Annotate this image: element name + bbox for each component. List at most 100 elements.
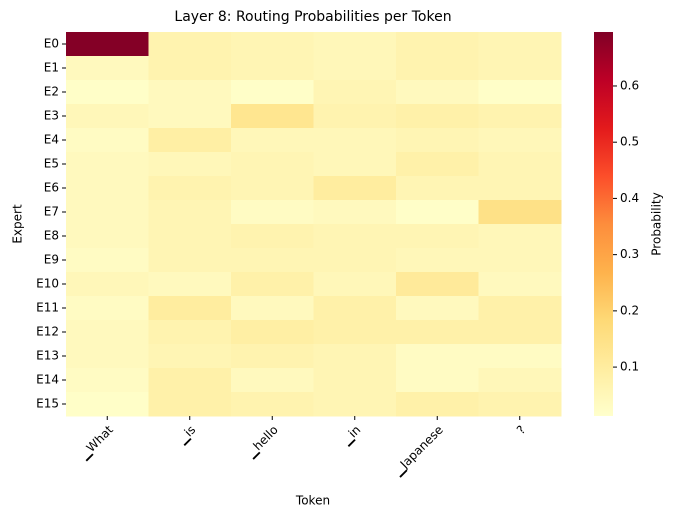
heatmap-cell xyxy=(396,104,479,129)
colorbar-tick-label: 0.4 xyxy=(620,191,639,205)
heatmap-cell xyxy=(148,176,232,201)
heatmap-cell xyxy=(478,320,562,345)
heatmap-cell xyxy=(478,128,562,153)
heatmap-cell xyxy=(313,80,397,105)
heatmap-cell xyxy=(148,80,232,105)
heatmap-cell xyxy=(66,56,149,81)
y-tick-label: E1 xyxy=(44,61,59,75)
heatmap-cell xyxy=(148,128,232,153)
y-tick-label: E13 xyxy=(36,349,59,363)
heatmap-cell xyxy=(396,32,479,57)
colorbar-tick-label: 0.5 xyxy=(620,135,639,149)
y-tick-label: E6 xyxy=(44,181,59,195)
y-tick-label: E14 xyxy=(36,373,59,387)
heatmap-cell xyxy=(66,224,149,249)
heatmap-cell xyxy=(313,368,397,393)
heatmap-cell xyxy=(66,176,149,201)
heatmap-cell xyxy=(478,344,562,369)
heatmap-cell xyxy=(231,320,314,345)
heatmap-cell xyxy=(231,56,314,81)
heatmap-cell xyxy=(396,200,479,225)
heatmap-cell xyxy=(66,32,149,57)
heatmap-cell xyxy=(231,224,314,249)
heatmap-cell xyxy=(148,200,232,225)
y-tick-label: E0 xyxy=(44,37,59,51)
y-tick-label: E15 xyxy=(36,397,59,411)
heatmap-cell xyxy=(396,296,479,321)
heatmap-cell xyxy=(148,152,232,177)
y-tick-label: E3 xyxy=(44,109,59,123)
x-tick-label: ▁Japanese xyxy=(390,423,446,479)
heatmap-cell xyxy=(231,176,314,201)
heatmap-cell xyxy=(478,368,562,393)
heatmap-cell xyxy=(148,56,232,81)
heatmap-cell xyxy=(66,248,149,273)
heatmap-cell xyxy=(148,104,232,129)
heatmap-cell xyxy=(313,200,397,225)
heatmap-cell xyxy=(313,32,397,57)
heatmap-cell xyxy=(66,104,149,129)
heatmap-cell xyxy=(148,320,232,345)
y-tick-label: E12 xyxy=(36,325,59,339)
heatmap-cell xyxy=(396,56,479,81)
heatmap-cell xyxy=(313,320,397,345)
heatmap-cell xyxy=(231,392,314,417)
y-tick-label: E2 xyxy=(44,85,59,99)
heatmap-cell xyxy=(231,152,314,177)
heatmap-cell xyxy=(148,248,232,273)
colorbar-tick-label: 0.1 xyxy=(620,360,639,374)
heatmap-cell xyxy=(396,224,479,249)
x-tick-label: ▁hello xyxy=(243,423,281,461)
heatmap-cell xyxy=(231,32,314,57)
heatmap-cell xyxy=(313,272,397,297)
heatmap-cell xyxy=(478,32,562,57)
y-tick-label: E4 xyxy=(44,133,59,147)
heatmap-cell xyxy=(66,344,149,369)
y-tick-label: E10 xyxy=(36,277,59,291)
heatmap-cell xyxy=(478,200,562,225)
heatmap-cell xyxy=(148,392,232,417)
heatmap-cell xyxy=(396,344,479,369)
heatmap-cell xyxy=(478,80,562,105)
heatmap-cell xyxy=(478,176,562,201)
colorbar-label: Probability xyxy=(650,192,664,255)
heatmap-cell xyxy=(313,248,397,273)
heatmap-cell xyxy=(66,200,149,225)
x-tick-label: ? xyxy=(514,423,528,437)
chart-title: Layer 8: Routing Probabilities per Token xyxy=(174,9,451,25)
heatmap-cell xyxy=(66,320,149,345)
heatmap-cell xyxy=(313,224,397,249)
heatmap-cell xyxy=(396,272,479,297)
heatmap-cell xyxy=(313,104,397,129)
heatmap-cell xyxy=(231,344,314,369)
heatmap-cell xyxy=(66,392,149,417)
heatmap-cell xyxy=(148,368,232,393)
heatmap-cell xyxy=(313,296,397,321)
heatmap-cell xyxy=(478,248,562,273)
heatmap-cell xyxy=(396,80,479,105)
heatmap-cell xyxy=(478,272,562,297)
heatmap-cell xyxy=(478,224,562,249)
heatmap-cell xyxy=(478,392,562,417)
heatmap-cell xyxy=(231,104,314,129)
x-axis-label: Token xyxy=(295,494,330,508)
heatmap-cell xyxy=(396,248,479,273)
heatmap-cell xyxy=(231,272,314,297)
heatmap-cell xyxy=(396,152,479,177)
colorbar-tick-label: 0.6 xyxy=(620,78,639,92)
heatmap-cell xyxy=(313,176,397,201)
colorbar-tick-label: 0.3 xyxy=(620,247,639,261)
heatmap-cell xyxy=(148,296,232,321)
heatmap-cell xyxy=(396,128,479,153)
heatmap-cell xyxy=(231,296,314,321)
heatmap-cell xyxy=(66,296,149,321)
y-axis-label: Expert xyxy=(11,204,25,244)
heatmap-cell xyxy=(231,248,314,273)
y-tick-label: E8 xyxy=(44,229,59,243)
colorbar xyxy=(594,32,613,416)
heatmap-cell xyxy=(313,128,397,153)
heatmap-cell xyxy=(231,128,314,153)
heatmap-cell xyxy=(66,272,149,297)
heatmap-cell xyxy=(478,104,562,129)
